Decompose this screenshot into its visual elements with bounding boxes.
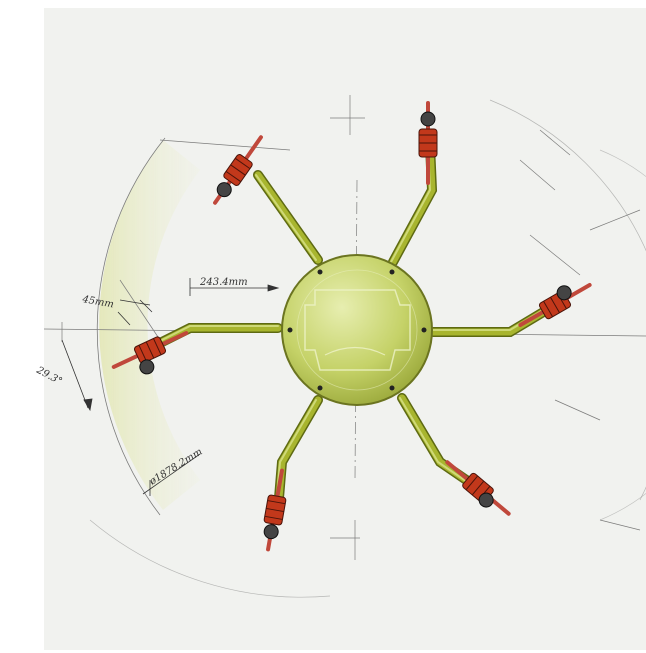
diag-guide-8 [599, 519, 641, 531]
outer-arc-right [599, 149, 646, 521]
diag-guide-5 [554, 399, 601, 421]
motor-right [518, 283, 592, 327]
centerline-vertical [354, 179, 358, 481]
construction-lines [43, 95, 646, 598]
dimension-angle: 29.3° [34, 364, 64, 387]
dimension-arm-offset: 243.4mm [199, 277, 248, 288]
dimension-lines [61, 278, 280, 496]
diag-guide-7 [589, 209, 641, 231]
outer-arc-bottom [89, 519, 331, 598]
diag-guide-3 [519, 159, 556, 191]
diag-guide-6 [119, 279, 161, 341]
motor-bottom-right [445, 460, 511, 516]
radius-band [99, 140, 200, 510]
radius-arc [96, 137, 166, 516]
motor-top-left [213, 135, 263, 205]
diag-guide-2 [539, 129, 571, 156]
diag-guide-4 [529, 234, 581, 276]
motor-bottom-left [263, 468, 287, 552]
motor-left [111, 331, 189, 375]
central-hub [281, 254, 433, 406]
large-arc-right [489, 99, 646, 501]
motor-top-right [418, 101, 438, 185]
diag-guide-1 [159, 139, 291, 151]
